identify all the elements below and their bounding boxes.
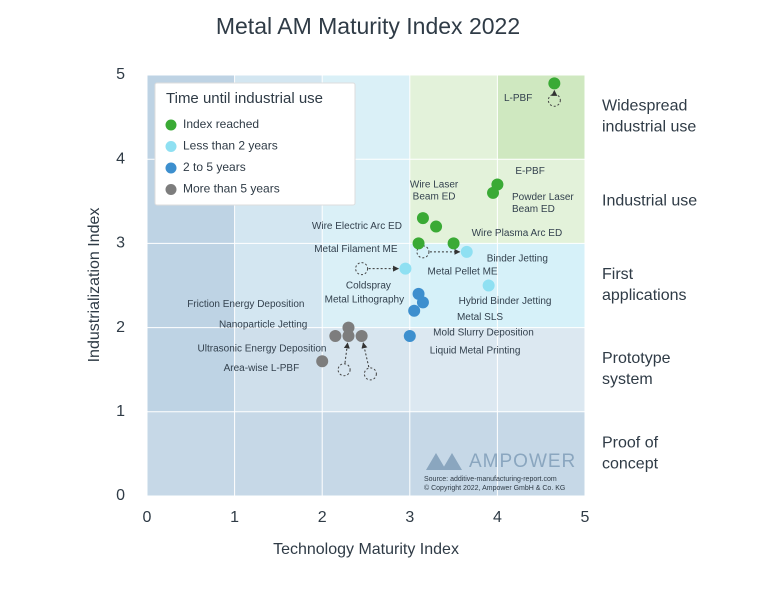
zone-cell xyxy=(497,159,585,244)
x-tick-label: 3 xyxy=(405,509,414,526)
y-tick-label: 5 xyxy=(116,66,125,83)
data-point xyxy=(460,245,473,258)
y-tick-label: 3 xyxy=(116,235,125,252)
previous-position xyxy=(416,245,430,259)
zone-cell xyxy=(322,411,410,496)
data-point xyxy=(548,77,561,90)
data-point xyxy=(399,262,412,275)
legend-marker xyxy=(165,162,177,174)
y-tick-label: 1 xyxy=(116,403,125,420)
point-label: Wire Laser Beam ED xyxy=(410,179,459,202)
point-label: Metal SLS xyxy=(457,312,503,323)
legend-marker xyxy=(165,141,177,152)
previous-position xyxy=(547,93,561,107)
point-label: Liquid Metal Printing xyxy=(430,346,521,357)
zone-label: Prototype system xyxy=(602,350,671,388)
data-point xyxy=(342,321,355,334)
data-point xyxy=(487,186,500,199)
zone-cell xyxy=(409,327,498,412)
data-point xyxy=(482,279,495,292)
point-label: Binder Jetting xyxy=(487,253,548,264)
zone-cell xyxy=(147,411,235,496)
data-point xyxy=(329,330,342,343)
legend-box xyxy=(154,82,356,206)
data-point xyxy=(447,237,460,250)
x-tick-label: 4 xyxy=(493,509,502,526)
y-tick-label: 2 xyxy=(116,319,125,336)
point-label: Metal Pellet ME xyxy=(428,267,498,278)
zone-label: Widespread industrial use xyxy=(602,98,696,136)
zone-cell xyxy=(147,327,235,412)
legend-title: Time until industrial use xyxy=(166,90,323,107)
data-point xyxy=(316,355,329,368)
zone-label: Industrial use xyxy=(602,193,697,210)
logo-icon xyxy=(426,453,462,470)
data-point xyxy=(430,220,443,233)
data-point xyxy=(412,237,425,250)
chart-title: Metal AM Maturity Index 2022 xyxy=(216,13,520,39)
zone-cell xyxy=(409,75,498,160)
source: Source: additive-manufacturing-report.co… xyxy=(424,476,557,483)
y-axis-label: Industrialization Index xyxy=(86,208,103,363)
point-label: Mold Slurry Deposition xyxy=(433,327,534,338)
y-tick-label: 0 xyxy=(116,487,125,504)
legend-label: Less than 2 years xyxy=(183,139,278,153)
zone-cell xyxy=(147,243,235,328)
point-label: Wire Plasma Arc ED xyxy=(472,228,563,239)
y-tick-label: 4 xyxy=(116,150,125,167)
zone-label: Proof of concept xyxy=(602,435,659,473)
point-label: Wire Electric Arc ED xyxy=(312,221,402,232)
copyright: © Copyright 2022, Ampower GmbH & Co. KG xyxy=(424,484,565,492)
data-point xyxy=(416,212,429,225)
point-label: Ultrasonic Energy Deposition xyxy=(198,344,327,355)
point-label: Friction Energy Deposition xyxy=(187,299,304,310)
point-label: Metal Lithography xyxy=(325,295,405,306)
data-point xyxy=(403,330,416,343)
zone-cell xyxy=(497,411,585,496)
movement-arrow xyxy=(361,342,370,368)
data-point xyxy=(355,330,368,343)
logo: AMPOWER xyxy=(469,451,576,472)
zone-cell xyxy=(234,243,323,328)
legend-marker xyxy=(165,119,177,131)
point-label: Coldspray xyxy=(346,280,391,291)
x-tick-label: 0 xyxy=(143,509,152,526)
data-point xyxy=(408,304,421,317)
legend-label: More than 5 years xyxy=(183,182,280,196)
point-label: Metal Filament ME xyxy=(314,244,398,255)
previous-position xyxy=(363,367,377,381)
zone-cell xyxy=(497,327,585,412)
x-tick-label: 5 xyxy=(581,509,590,526)
point-label: E-PBF xyxy=(515,166,544,177)
x-tick-label: 2 xyxy=(318,509,327,526)
movement-arrow xyxy=(343,342,350,363)
zone-cell xyxy=(234,411,323,496)
previous-position xyxy=(337,363,351,377)
zone-label: First applications xyxy=(602,266,687,304)
legend-marker xyxy=(165,184,177,195)
data-point xyxy=(342,330,355,343)
point-label: Hybrid Binder Jetting xyxy=(459,296,552,307)
zone-cell xyxy=(497,243,585,328)
zone-cell xyxy=(234,327,323,412)
x-tick-label: 1 xyxy=(230,509,239,526)
point-label: Powder Laser Beam ED xyxy=(512,192,574,215)
zone-cell xyxy=(409,411,498,496)
previous-position xyxy=(355,262,369,276)
legend-label: 2 to 5 years xyxy=(183,160,246,174)
legend: Time until industrial use Index reached Le… xyxy=(154,82,356,206)
legend-label: Index reached xyxy=(183,117,259,131)
zone-cell xyxy=(409,159,498,244)
point-label: Area-wise L-PBF xyxy=(224,363,300,374)
data-point xyxy=(416,296,429,309)
x-axis-label: Technology Maturity Index xyxy=(273,541,459,558)
zone-cell xyxy=(497,75,585,160)
point-label: L-PBF xyxy=(504,93,532,104)
point-label: Nanoparticle Jetting xyxy=(219,320,307,331)
zone-cell xyxy=(322,243,410,328)
